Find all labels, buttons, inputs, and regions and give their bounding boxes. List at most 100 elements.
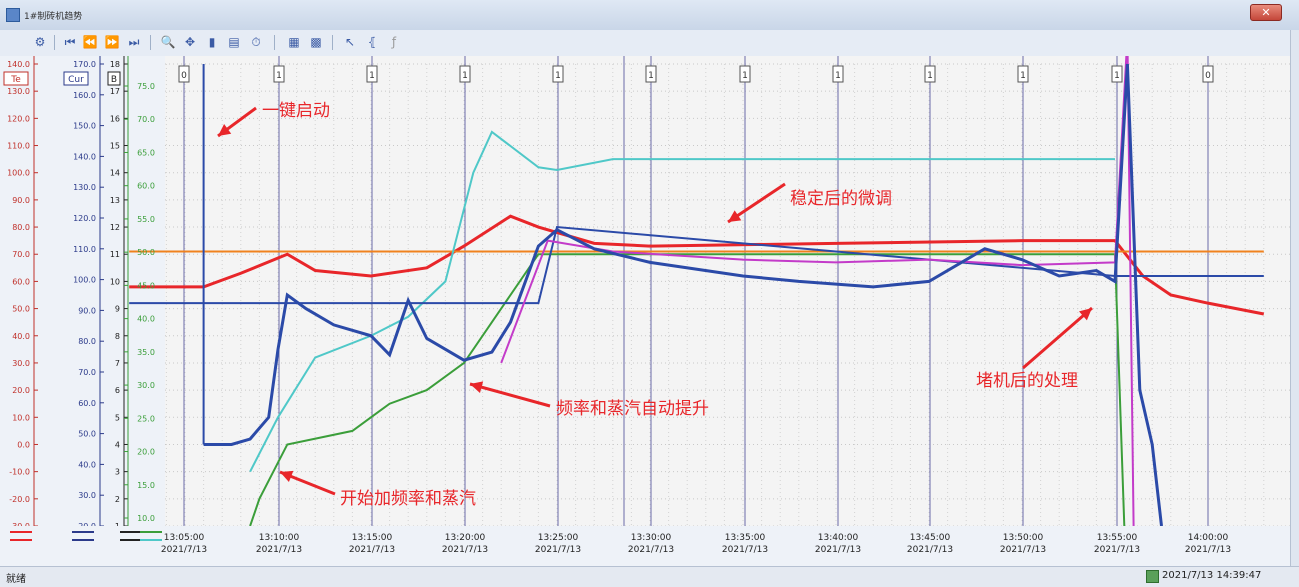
- te-axis-tick: -20.0: [9, 495, 30, 504]
- cur-axis-tick: 70.0: [78, 368, 96, 377]
- annotation-text: 开始加频率和蒸汽: [340, 489, 476, 509]
- cur-axis-tick: 60.0: [78, 399, 96, 408]
- annotation-text: 频率和蒸汽自动提升: [556, 399, 709, 419]
- cur-axis-tick: 140.0: [73, 152, 96, 161]
- event-marker-box: [366, 65, 378, 83]
- date-tick-label: 2021/7/13: [1094, 545, 1140, 555]
- b-axis-tick: 17: [110, 87, 120, 96]
- g-axis-tick: 40.0: [137, 315, 155, 324]
- time-tick-label: 13:15:00: [352, 533, 393, 543]
- event-marker-label: 1: [742, 71, 748, 81]
- cur-axis-tick: 100.0: [73, 276, 96, 285]
- zoom-in-icon[interactable]: 🔍: [160, 35, 176, 49]
- annotation-text: 一键启动: [262, 101, 330, 121]
- series-line: [249, 130, 1115, 473]
- event-lines: [183, 56, 1209, 526]
- status-text: 就绪: [6, 574, 26, 585]
- te-axis-tick: 0.0: [17, 440, 30, 449]
- cursor-icon[interactable]: ↖: [344, 35, 356, 49]
- fast-forward-icon[interactable]: ⏩: [104, 35, 120, 49]
- pan-icon[interactable]: ✥: [184, 35, 196, 49]
- date-tick-label: 2021/7/13: [1000, 545, 1046, 555]
- annotation-text: 堵机后的处理: [976, 371, 1078, 391]
- b-axis-tick: 8: [115, 332, 120, 341]
- b-axis-tick: 11: [110, 250, 120, 259]
- bracket-icon[interactable]: ⦃: [367, 35, 377, 49]
- toolbar-separator: [54, 35, 55, 50]
- time-tick-label: 13:35:00: [725, 533, 766, 543]
- g-axis-tick: 35.0: [137, 348, 155, 357]
- te-axis-tick: -10.0: [9, 468, 30, 477]
- chart-icon[interactable]: ▩: [310, 35, 322, 49]
- ruler-icon[interactable]: ▮: [208, 35, 216, 49]
- date-tick-label: 2021/7/13: [628, 545, 674, 555]
- te-axis-tick: 50.0: [12, 305, 30, 314]
- b-axis-tick: 12: [110, 223, 120, 232]
- table-icon[interactable]: ▤: [228, 35, 240, 49]
- b-axis-tick: 9: [115, 305, 120, 314]
- right-scroll-edge[interactable]: [1290, 30, 1299, 566]
- network-icon: [1146, 570, 1159, 583]
- series-line: [249, 253, 1126, 527]
- grid-icon[interactable]: ▦: [288, 35, 300, 49]
- trend-chart[interactable]: 140.0130.0120.0110.0100.090.080.070.060.…: [0, 36, 1290, 531]
- window-title: 1#制砖机趋势: [24, 12, 83, 22]
- b-axis-tick: 4: [115, 440, 120, 449]
- axes-strip: [0, 56, 165, 526]
- rewind-icon[interactable]: ⏪: [82, 35, 98, 49]
- cur-axis-tick: 170.0: [73, 60, 96, 69]
- cur-axis-tick: 30.0: [78, 491, 96, 500]
- date-tick-label: 2021/7/13: [442, 545, 488, 555]
- title-bar: 1#制砖机趋势 ✕: [0, 0, 1299, 31]
- te-axis-tick: 80.0: [12, 223, 30, 232]
- series-group: [129, 36, 1265, 527]
- b-axis-tick: 13: [110, 196, 120, 205]
- event-marker-label: 1: [835, 71, 841, 81]
- time-tick-label: 13:30:00: [631, 533, 672, 543]
- time-tick-label: 13:50:00: [1003, 533, 1044, 543]
- cur-axis-tick: 160.0: [73, 91, 96, 100]
- g-axis-tick: 70.0: [137, 115, 155, 124]
- event-marker-label: 1: [462, 71, 468, 81]
- g-axis-tick: 25.0: [137, 414, 155, 423]
- status-bar: 就绪 2021/7/13 14:39:47: [0, 566, 1299, 587]
- axis-title: Te: [10, 75, 21, 85]
- g-axis-tick: 20.0: [137, 448, 155, 457]
- measured-trace: [203, 63, 1163, 527]
- b-axis-tick: 15: [110, 142, 120, 151]
- te-axis-tick: 90.0: [12, 196, 30, 205]
- first-icon[interactable]: ⏮: [64, 35, 76, 49]
- settings-icon[interactable]: ⚙: [34, 35, 46, 49]
- fx-icon[interactable]: ƒ: [391, 35, 397, 49]
- date-tick-label: 2021/7/13: [535, 545, 581, 555]
- toolbar-separator: [332, 35, 333, 50]
- time-tick-label: 13:05:00: [164, 533, 205, 543]
- event-marker-box: [1111, 65, 1123, 83]
- plot-area: [165, 56, 1290, 526]
- cur-axis-tick: 90.0: [78, 306, 96, 315]
- event-marker-box: [1017, 65, 1029, 83]
- close-button[interactable]: ✕: [1250, 4, 1282, 21]
- g-axis-tick: 15.0: [137, 481, 155, 490]
- status-datetime: 2021/7/13 14:39:47: [1162, 570, 1262, 581]
- toolbar-separator: [274, 35, 275, 50]
- annotation-arrow: [1022, 306, 1093, 370]
- event-marker-label: 1: [1114, 71, 1120, 81]
- event-marker-box: [1202, 65, 1214, 83]
- last-icon[interactable]: ⏭: [128, 35, 140, 49]
- annotation-arrowhead: [470, 381, 484, 393]
- date-tick-label: 2021/7/13: [161, 545, 207, 555]
- event-marker-label: 1: [369, 71, 375, 81]
- axis-title-box: [63, 71, 89, 86]
- clock-icon[interactable]: ⏱: [251, 35, 261, 49]
- annotation-arrowhead: [728, 210, 742, 222]
- g-axis-tick: 60.0: [137, 182, 155, 191]
- b-axis-tick: 18: [110, 60, 120, 69]
- date-tick-label: 2021/7/13: [815, 545, 861, 555]
- annotation-arrow: [469, 382, 551, 408]
- b-axis-tick: 3: [115, 468, 120, 477]
- time-tick-label: 14:00:00: [1188, 533, 1229, 543]
- event-marker-box: [645, 65, 657, 83]
- cur-axis-tick: 120.0: [73, 214, 96, 223]
